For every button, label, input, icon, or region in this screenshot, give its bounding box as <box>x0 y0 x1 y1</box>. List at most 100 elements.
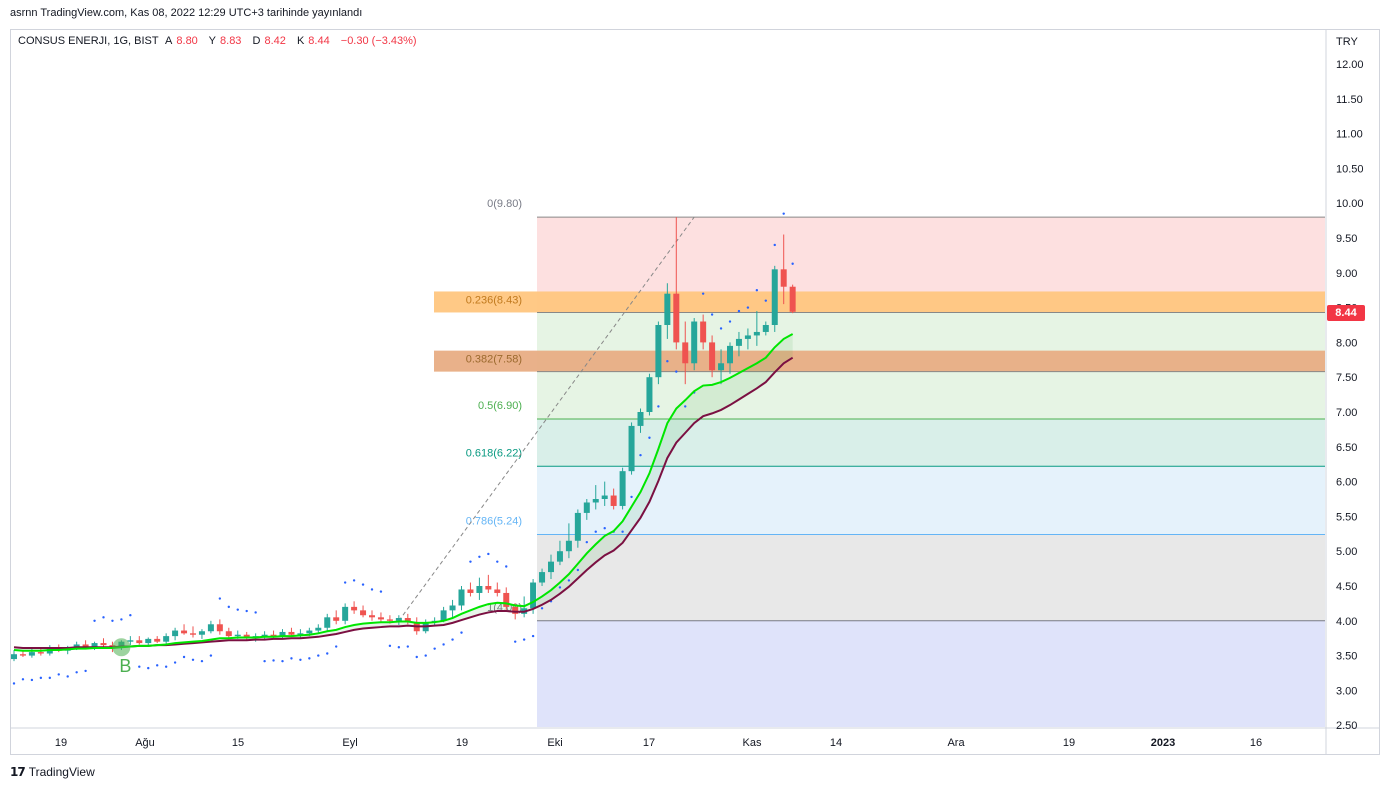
sar-dot <box>156 664 159 667</box>
candle-body[interactable] <box>127 640 134 642</box>
candle-body[interactable] <box>288 631 295 635</box>
candle-body[interactable] <box>440 610 447 621</box>
price-axis-tick: 2.50 <box>1336 720 1357 732</box>
candle-body[interactable] <box>91 643 98 647</box>
candle-body[interactable] <box>190 633 196 635</box>
candle-body[interactable] <box>19 654 26 656</box>
candle-body[interactable] <box>727 345 733 364</box>
candle-body[interactable] <box>216 624 223 632</box>
candle-body[interactable] <box>261 634 268 637</box>
symbol-name[interactable]: CONSUS ENERJI, 1G, BIST <box>18 35 159 47</box>
fib-trendline[interactable] <box>398 216 695 622</box>
candle-body[interactable] <box>744 335 751 339</box>
sar-dot <box>782 212 785 215</box>
candle-body[interactable] <box>136 640 143 644</box>
candle-body[interactable] <box>404 618 411 623</box>
candle-body[interactable] <box>655 325 662 378</box>
sar-dot <box>514 640 517 643</box>
candle-body[interactable] <box>673 293 680 343</box>
candle-body[interactable] <box>386 619 393 621</box>
candle-body[interactable] <box>154 638 161 642</box>
candle-body[interactable] <box>28 652 35 656</box>
candle-body[interactable] <box>574 512 581 541</box>
sar-dot <box>272 659 275 662</box>
candle-body[interactable] <box>270 634 277 637</box>
candle-body[interactable] <box>709 342 716 371</box>
candle-body[interactable] <box>556 551 563 562</box>
candle-body[interactable] <box>762 325 769 332</box>
candle-body[interactable] <box>789 286 796 312</box>
candle-body[interactable] <box>46 648 53 654</box>
candle-body[interactable] <box>369 615 375 618</box>
candle-body[interactable] <box>735 338 742 346</box>
candle-body[interactable] <box>198 631 205 635</box>
candle-body[interactable] <box>476 586 483 593</box>
candle-body[interactable] <box>619 471 626 506</box>
candle-body[interactable] <box>565 540 572 552</box>
candle-body[interactable] <box>637 412 644 426</box>
candle-body[interactable] <box>145 638 152 644</box>
ema-fast-line[interactable] <box>13 333 794 652</box>
candle-body[interactable] <box>395 618 402 621</box>
buy-signal-marker[interactable] <box>112 638 131 657</box>
sar-dot <box>451 638 454 641</box>
candle-body[interactable] <box>771 269 778 325</box>
candle-body[interactable] <box>601 495 608 499</box>
candle-body[interactable] <box>333 617 340 621</box>
candle-body[interactable] <box>485 586 492 590</box>
candle-body[interactable] <box>360 610 367 616</box>
candle-body[interactable] <box>279 631 286 637</box>
candle-body[interactable] <box>700 321 707 343</box>
candle-body[interactable] <box>377 617 384 620</box>
chart-frame[interactable] <box>10 29 1380 755</box>
candle-body[interactable] <box>243 634 250 638</box>
candle-body[interactable] <box>100 643 107 646</box>
fib-band-below <box>537 620 1325 727</box>
candle-body[interactable] <box>225 631 232 637</box>
candle-body[interactable] <box>11 654 17 660</box>
candle-body[interactable] <box>172 630 179 637</box>
candle-body[interactable] <box>682 342 689 364</box>
candle-body[interactable] <box>109 645 116 648</box>
candle-body[interactable] <box>530 582 537 609</box>
candle-body[interactable] <box>610 495 617 506</box>
candle-body[interactable] <box>73 644 80 648</box>
candle-body[interactable] <box>324 617 331 628</box>
candle-body[interactable] <box>351 606 358 611</box>
candle-body[interactable] <box>539 572 546 583</box>
candle-body[interactable] <box>82 644 89 647</box>
candle-body[interactable] <box>583 502 590 513</box>
candle-body[interactable] <box>181 630 188 634</box>
candle-body[interactable] <box>628 425 635 472</box>
candle-body[interactable] <box>753 331 760 336</box>
candle-body[interactable] <box>37 652 44 654</box>
candle-body[interactable] <box>458 589 465 606</box>
last-price-label: 8.44 <box>1327 305 1365 321</box>
candle-body[interactable] <box>306 630 313 634</box>
price-axis-tick: 11.00 <box>1336 129 1363 141</box>
candle-body[interactable] <box>512 606 519 614</box>
candle-body[interactable] <box>207 624 214 632</box>
candle-body[interactable] <box>780 269 787 287</box>
candle-body[interactable] <box>646 377 653 412</box>
candle-body[interactable] <box>503 592 510 607</box>
candle-body[interactable] <box>315 627 322 631</box>
candle-body[interactable] <box>234 634 241 637</box>
candle-body[interactable] <box>718 363 725 371</box>
sar-dot <box>343 581 347 584</box>
candle-body[interactable] <box>297 633 304 635</box>
candle-body[interactable] <box>691 321 698 364</box>
candle-body[interactable] <box>163 636 170 642</box>
sar-dot <box>317 654 320 657</box>
candle-body[interactable] <box>449 605 456 611</box>
candle-body[interactable] <box>342 606 349 621</box>
sar-dot <box>173 661 177 664</box>
candle-body[interactable] <box>664 293 671 325</box>
candle-body[interactable] <box>467 589 474 593</box>
candle-body[interactable] <box>548 561 554 573</box>
candle-body[interactable] <box>494 589 501 593</box>
tradingview-logo[interactable]: 17 TradingView <box>10 765 95 779</box>
candle-body[interactable] <box>592 499 599 503</box>
fib-label: 0(9.80) <box>487 198 522 210</box>
